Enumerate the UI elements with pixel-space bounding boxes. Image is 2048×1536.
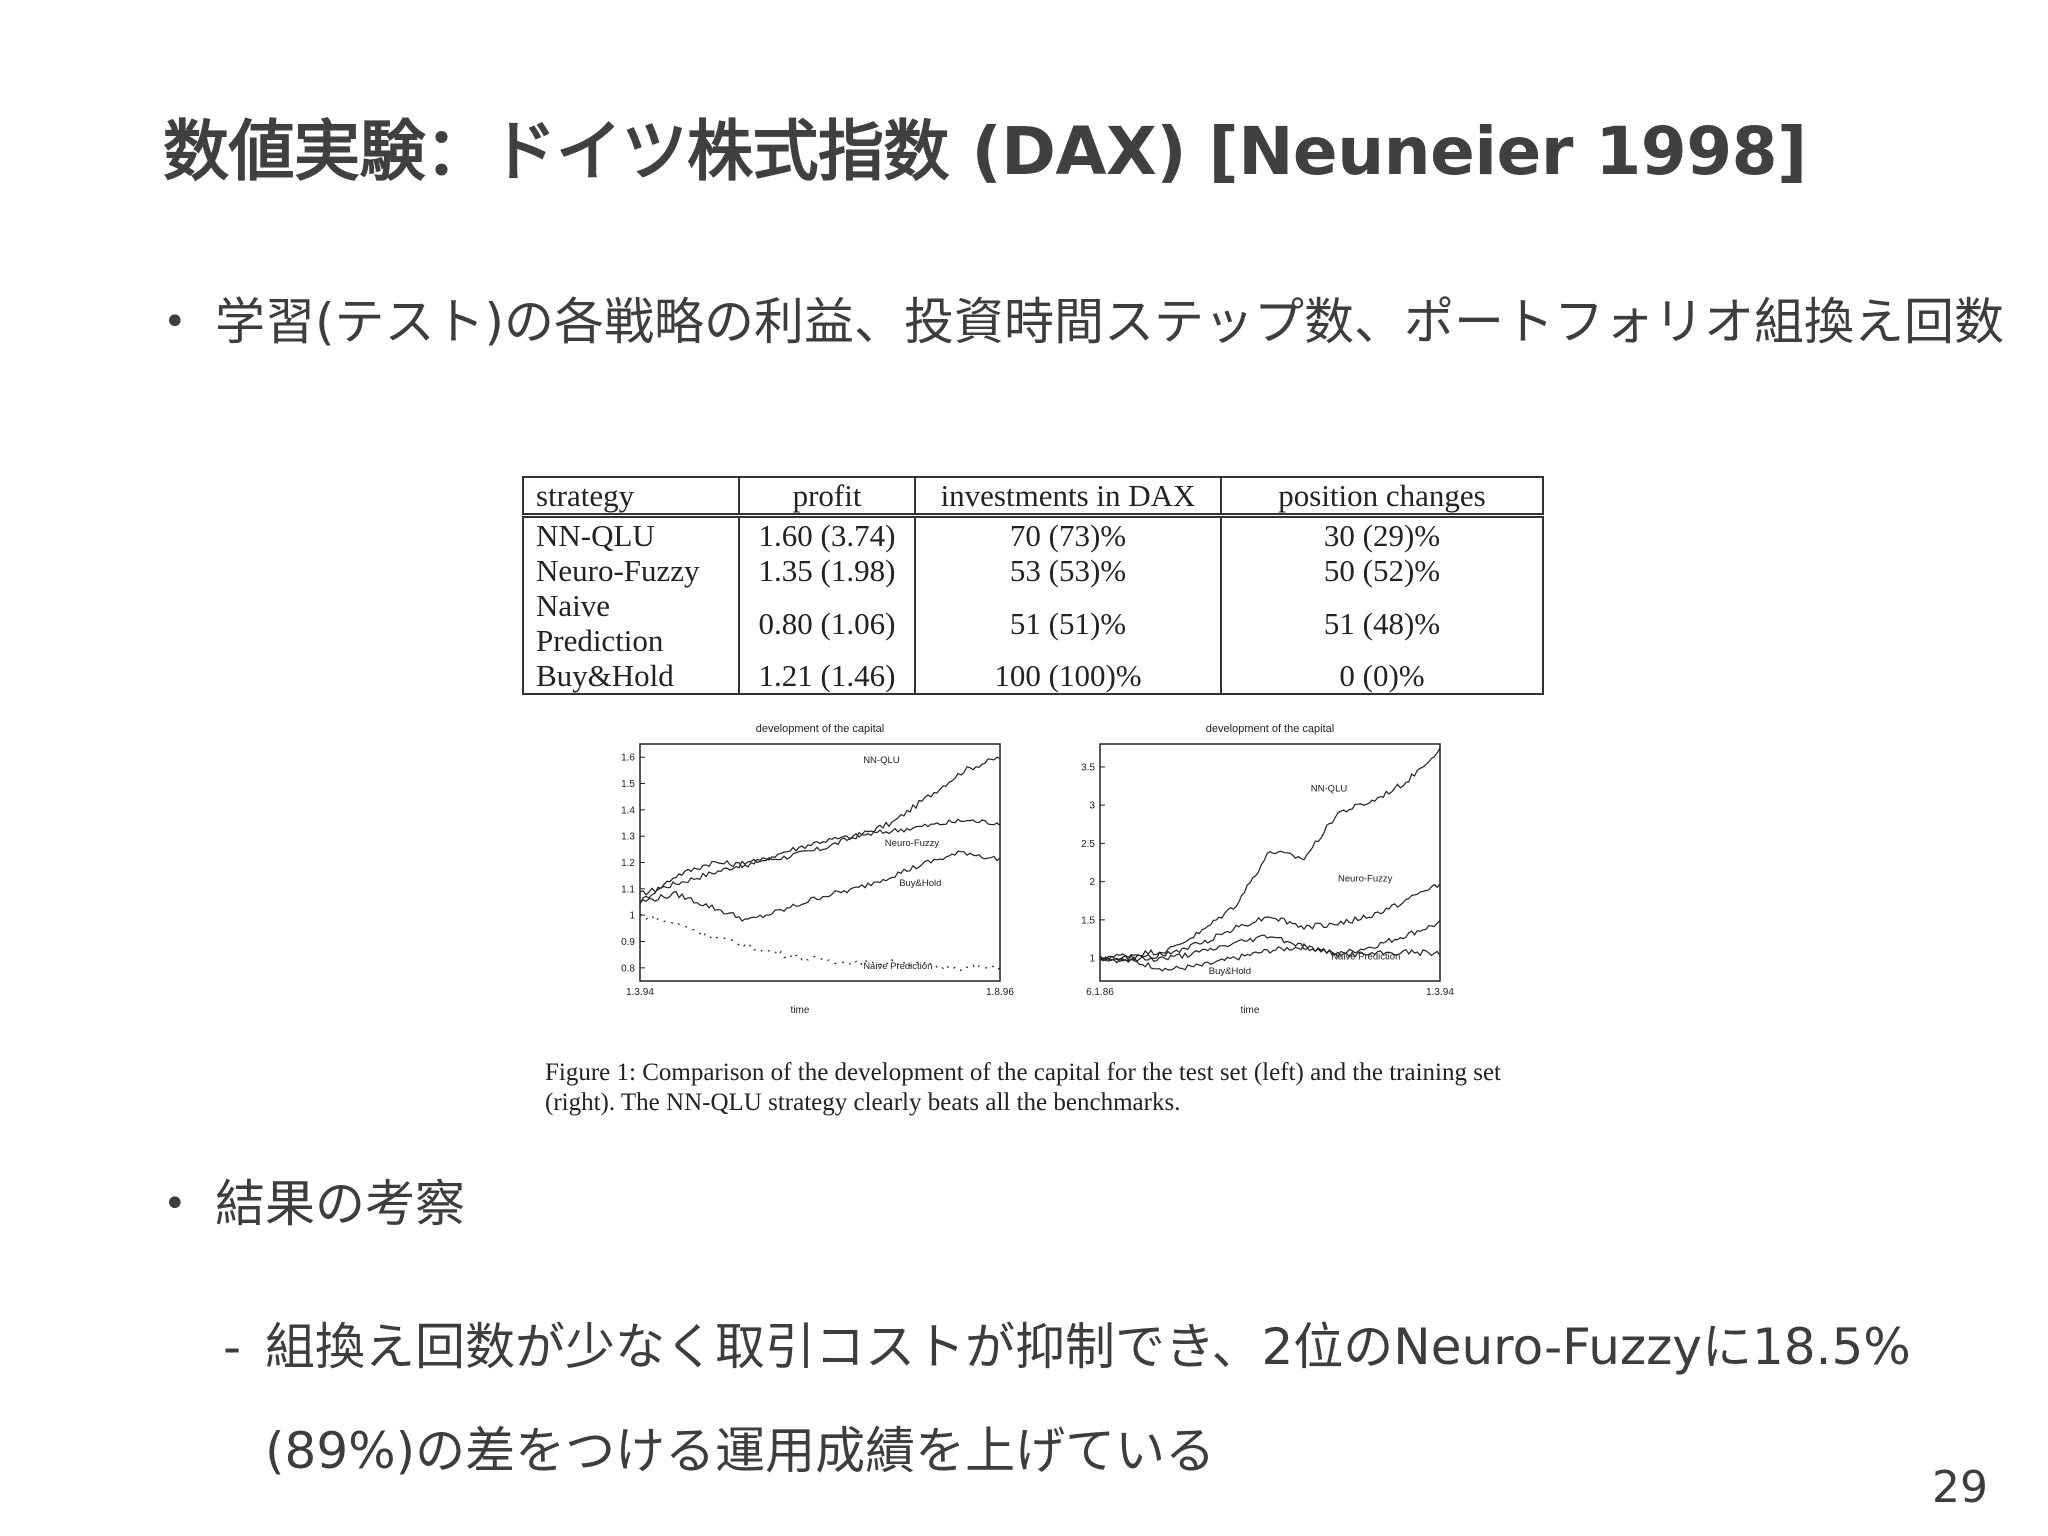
table-cell: 51 (51)% xyxy=(914,588,1222,658)
y-tick-label: 1.6 xyxy=(621,753,635,764)
series-label: Neuro-Fuzzy xyxy=(1338,873,1393,884)
table-header-row: strategy profit investments in DAX posit… xyxy=(522,477,1544,516)
series-label: Neuro-Fuzzy xyxy=(885,838,940,849)
table-row: Buy&Hold 1.21 (1.46) 100 (100)% 0 (0)% xyxy=(522,658,1544,694)
table-cell: Buy&Hold xyxy=(522,658,740,694)
table-cell: 1.21 (1.46) xyxy=(738,658,916,694)
x-tick-label: 1.8.96 xyxy=(986,987,1014,998)
y-tick-label: 1.3 xyxy=(621,832,635,843)
series-label: Naive Prediction xyxy=(863,961,932,972)
y-tick-label: 1.4 xyxy=(621,805,635,816)
plot-frame xyxy=(639,743,1001,982)
series-line-buy-hold xyxy=(1099,920,1441,972)
table-cell: 50 (52)% xyxy=(1220,553,1544,588)
table-cell: 70 (73)% xyxy=(914,515,1222,553)
table-row: Naive Prediction 0.80 (1.06) 51 (51)% 51… xyxy=(522,588,1544,658)
table-cell: 53 (53)% xyxy=(914,553,1222,588)
y-tick-label: 1 xyxy=(1089,954,1095,965)
table-cell: 30 (29)% xyxy=(1220,515,1544,553)
sub-bullet-dash: - xyxy=(223,1318,242,1376)
y-tick-label: 3 xyxy=(1089,801,1095,812)
y-tick-label: 1.5 xyxy=(621,779,635,790)
bullet-text: 学習(テスト)の各戦略の利益、投資時間ステップ数、ポートフォリオ組換え回数 xyxy=(215,293,2005,351)
bullet-text: 結果の考察 xyxy=(215,1175,465,1233)
series-line-neuro-fuzzy xyxy=(1099,883,1441,962)
chart-title: development of the capital xyxy=(756,723,884,735)
header-strategy: strategy xyxy=(522,477,740,516)
header-profit: profit xyxy=(738,477,916,516)
y-tick-label: 0.9 xyxy=(621,937,635,948)
y-tick-label: 1 xyxy=(629,911,635,922)
header-investments: investments in DAX xyxy=(914,477,1222,516)
x-axis-label: time xyxy=(1241,1005,1260,1016)
y-tick-label: 2.5 xyxy=(1081,839,1095,850)
y-tick-label: 0.8 xyxy=(621,963,635,974)
table-cell: 100 (100)% xyxy=(914,658,1222,694)
slide-title: 数値実験：ドイツ株式指数 (DAX) [Neuneier 1998] xyxy=(163,113,1807,190)
chart-training-set: development of the capital 1 1.5 2 2.5 3 3.5 6.… xyxy=(1060,716,1454,1026)
table-cell: NN-QLU xyxy=(522,515,740,553)
table-row: Neuro-Fuzzy 1.35 (1.98) 53 (53)% 50 (52)… xyxy=(522,553,1544,588)
page-number: 29 xyxy=(1932,1462,1988,1513)
series-line-nn-qlu xyxy=(639,756,1001,896)
series-label: Buy&Hold xyxy=(1209,966,1251,977)
table-cell: 0.80 (1.06) xyxy=(738,588,916,658)
series-line-naive-prediction xyxy=(1099,934,1441,963)
table-cell: 51 (48)% xyxy=(1220,588,1544,658)
series-label: Buy&Hold xyxy=(899,878,941,889)
plot-frame xyxy=(1099,743,1441,982)
series-line-naive-prediction xyxy=(639,914,1001,972)
table-cell: Naive Prediction xyxy=(522,588,740,658)
table-cell: 0 (0)% xyxy=(1220,658,1544,694)
series-line-buy-hold xyxy=(639,850,1001,922)
table-cell: 1.60 (3.74) xyxy=(738,515,916,553)
figure-caption: Figure 1: Comparison of the development … xyxy=(545,1059,1501,1116)
series-label: NN-QLU xyxy=(863,755,900,766)
series-line-neuro-fuzzy xyxy=(639,818,1001,905)
bullet-dot: • xyxy=(163,299,187,345)
series-label: NN-QLU xyxy=(1311,783,1348,794)
chart-test-set-svg: development of the capital 0.8 0.9 1 1.1 1.2 1… xyxy=(621,723,1014,1016)
table-cell: Neuro-Fuzzy xyxy=(522,553,740,588)
chart-training-set-svg: development of the capital 1 1.5 2 2.5 3 3.5 6.… xyxy=(1081,723,1454,1016)
results-table: strategy profit investments in DAX posit… xyxy=(522,476,1544,695)
y-tick-label: 1.2 xyxy=(621,858,635,869)
x-tick-label: 1.3.94 xyxy=(626,987,654,998)
table-cell: 1.35 (1.98) xyxy=(738,553,916,588)
y-tick-label: 1.5 xyxy=(1081,915,1095,926)
table-row: NN-QLU 1.60 (3.74) 70 (73)% 30 (29)% xyxy=(522,515,1544,553)
chart-test-set: development of the capital 0.8 0.9 1 1.1 1.2 1… xyxy=(600,716,1014,1026)
y-tick-label: 3.5 xyxy=(1081,762,1095,773)
series-label: Naive Prediction xyxy=(1331,952,1400,963)
header-position-changes: position changes xyxy=(1220,477,1544,516)
series-line-nn-qlu xyxy=(1099,747,1441,961)
y-tick-label: 1.1 xyxy=(621,884,635,895)
chart-title: development of the capital xyxy=(1206,723,1334,735)
bullet-dot: • xyxy=(163,1181,187,1227)
x-axis-label: time xyxy=(791,1005,810,1016)
sub-bullet-text: 組換え回数が少なく取引コストが抑制でき、2位のNeuro-Fuzzyに18.5%… xyxy=(265,1318,1911,1480)
x-tick-label: 1.3.94 xyxy=(1426,987,1454,998)
y-tick-label: 2 xyxy=(1089,877,1095,888)
x-tick-label: 6.1.86 xyxy=(1086,987,1114,998)
